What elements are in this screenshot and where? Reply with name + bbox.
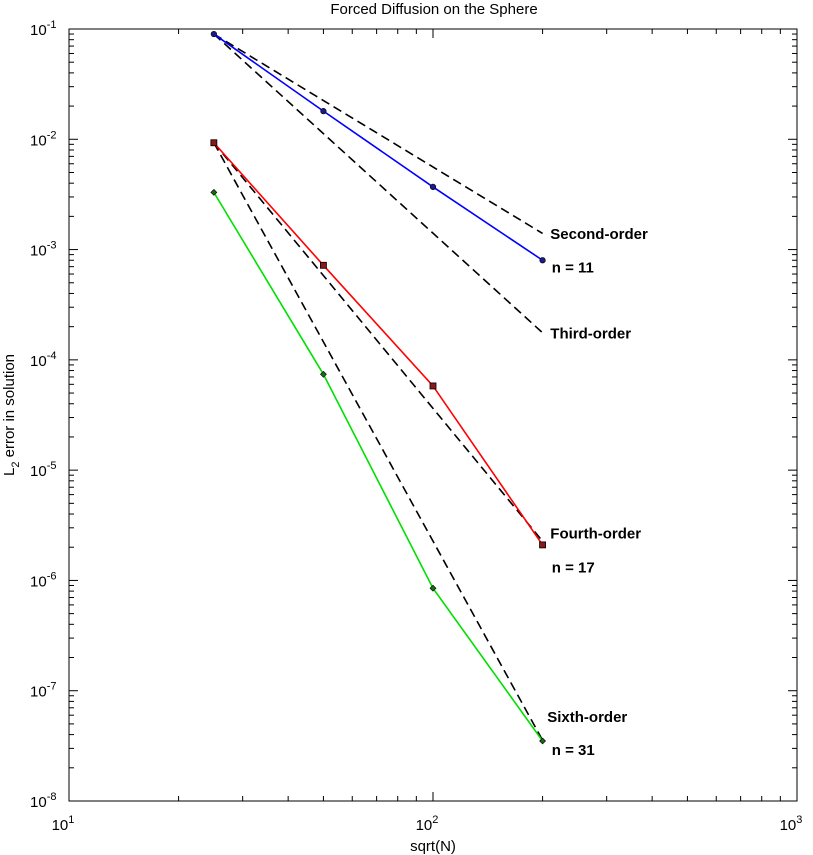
data-point [539, 541, 546, 549]
data-point [539, 737, 546, 745]
reference-line-fourth-order [213, 142, 544, 542]
reference-lines-layer [213, 33, 544, 741]
x-tick-label-base: 10 [780, 817, 797, 834]
data-point [320, 261, 327, 269]
x-tick-label-base: 10 [52, 817, 69, 834]
y-axis-label: L2 error in solution [1, 354, 22, 476]
y-tick-label-base: 10 [30, 132, 47, 149]
data-point [210, 30, 217, 38]
y-tick-label-base: 10 [30, 794, 47, 811]
tick-labels-layer: 101 102 10310-110-210-310-410-510-610-710-… [30, 19, 802, 834]
y-tick-label-base: 10 [30, 243, 47, 260]
y-tick-label: 10-6 [30, 570, 56, 590]
annotation-label: n = 31 [552, 742, 595, 759]
x-axis-label: sqrt(N) [410, 838, 456, 855]
y-axis-label-main: L [1, 468, 18, 476]
y-tick-label-exponent: -2 [47, 129, 57, 141]
series-line-3 [213, 191, 544, 742]
y-tick-label-exponent: -8 [47, 791, 57, 803]
annotations-layer: Second-order n = 11 Third-order Fourth-orde… [547, 226, 648, 759]
y-tick-label: 10-5 [30, 460, 56, 480]
x-tick-label: 102 [416, 814, 439, 834]
y-tick-label: 10-7 [30, 681, 56, 701]
y-tick-label: 10-2 [30, 129, 56, 149]
y-axis-label-rest: error in solution [1, 354, 18, 462]
y-tick-label: 10-4 [30, 350, 56, 370]
annotation-label: Third-order [550, 326, 631, 343]
y-tick-label-base: 10 [30, 684, 47, 701]
y-tick-label-base: 10 [30, 573, 47, 590]
y-tick-label: 10-8 [30, 791, 56, 811]
data-point [539, 257, 546, 264]
data-point [320, 108, 327, 115]
y-tick-label-base: 10 [30, 353, 47, 370]
x-tick-label: 103 [780, 814, 803, 834]
y-tick-label: 10-3 [30, 240, 56, 260]
reference-line-second-order [213, 33, 543, 235]
annotation-label: n = 11 [552, 259, 594, 276]
series-line-2 [213, 142, 544, 546]
x-tick-label-exponent: 1 [68, 814, 74, 826]
series-layer [210, 30, 546, 745]
data-point [429, 584, 437, 592]
y-tick-label-exponent: -4 [47, 350, 57, 362]
data-point [320, 370, 327, 378]
series-line-1 [213, 33, 544, 261]
y-tick-label-exponent: -1 [47, 19, 57, 31]
y-axis-label-subscript: 2 [10, 462, 22, 468]
chart-title: Forced Diffusion on the Sphere [330, 1, 537, 18]
x-tick-label-base: 10 [416, 817, 433, 834]
data-point [210, 188, 218, 196]
reference-line-third-order [213, 33, 544, 334]
y-tick-label-exponent: -5 [47, 460, 57, 472]
annotation-label: n = 17 [552, 560, 595, 577]
y-tick-label-base: 10 [30, 22, 47, 39]
x-tick-label-exponent: 2 [432, 814, 438, 826]
y-tick-label-base: 10 [30, 463, 47, 480]
y-tick-label-exponent: -6 [47, 570, 57, 582]
annotation-label: Sixth-order [547, 709, 627, 726]
y-tick-label: 10-1 [30, 19, 56, 39]
data-point [429, 183, 437, 191]
y-tick-label-exponent: -3 [47, 240, 57, 252]
annotation-label: Fourth-order [550, 525, 641, 542]
data-point [210, 139, 218, 147]
annotation-label: Second-order [550, 226, 648, 243]
x-tick-label-exponent: 3 [796, 814, 802, 826]
ticks-layer [68, 29, 797, 802]
y-tick-label-exponent: -7 [47, 681, 57, 693]
data-point [429, 382, 437, 390]
x-tick-label: 101 [52, 814, 75, 834]
reference-line-sixth-order [213, 142, 544, 741]
